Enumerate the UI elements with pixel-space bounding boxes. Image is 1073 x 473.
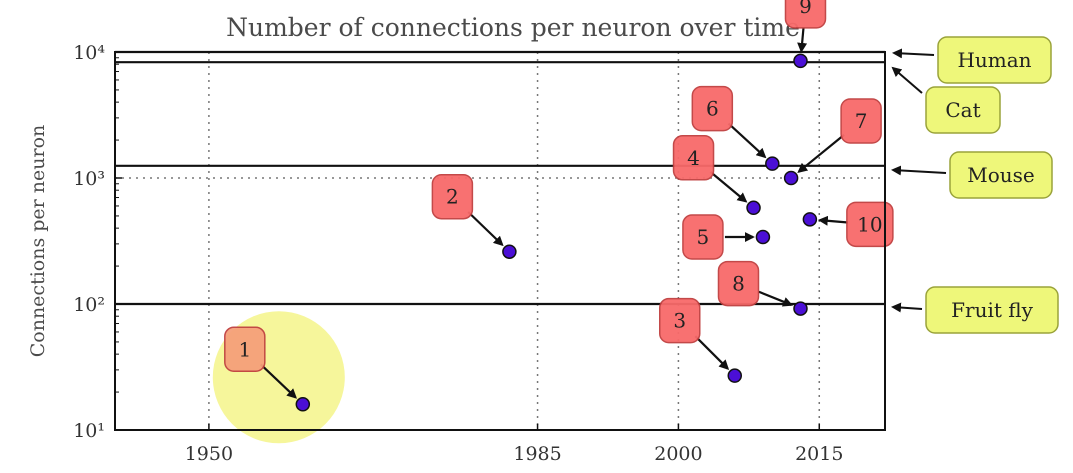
y-tick-label: 10² — [73, 294, 105, 316]
y-axis-label: Connections per neuron — [27, 125, 49, 358]
reference-arrow — [892, 48, 935, 59]
point-badge — [672, 135, 715, 181]
x-tick-label: 1985 — [513, 443, 561, 465]
point-badge-label: 8 — [732, 272, 745, 296]
point-arrow — [727, 122, 767, 159]
y-tick-label: 10¹ — [73, 420, 105, 442]
point-badge-label: 9 — [799, 0, 812, 18]
point-arrow — [797, 134, 845, 173]
data-point — [746, 200, 761, 216]
reference-label: Human — [957, 48, 1031, 72]
data-point — [755, 229, 771, 245]
point-arrow — [260, 363, 297, 399]
data-points — [295, 53, 818, 412]
point-badge — [846, 201, 894, 248]
point-badge — [431, 173, 474, 220]
point-badge-label: 1 — [238, 337, 251, 361]
x-tick-label: 2015 — [795, 443, 843, 465]
point-badge — [717, 260, 760, 307]
point-badge-label: 4 — [687, 146, 700, 170]
reference-arrow — [891, 165, 947, 176]
point-badge-label: 2 — [446, 185, 459, 209]
point-arrow — [709, 171, 748, 203]
data-point — [765, 156, 780, 171]
axis-ticks: 1950 1985 2000 2015 10¹ 10² 10³ 10⁴ — [73, 42, 843, 465]
reference-arrow — [891, 302, 923, 313]
point-arrow — [758, 290, 794, 307]
point-badge-label: 10 — [857, 212, 882, 236]
annotation-arrows — [260, 27, 849, 399]
reference-label-box — [925, 86, 1001, 134]
data-point — [793, 301, 808, 316]
data-point — [802, 212, 818, 227]
reference-labels: Human Cat Mouse Fruit fly — [891, 36, 1059, 334]
point-badge — [784, 0, 827, 29]
point-badge-label: 3 — [673, 309, 686, 333]
point-badge — [691, 85, 734, 132]
data-point — [295, 397, 311, 412]
x-tick-label: 2000 — [654, 443, 702, 465]
point-badges: 1 2 3 4 5 6 7 8 9 10 — [224, 0, 894, 373]
data-point — [502, 244, 517, 259]
point-badge — [659, 297, 701, 344]
point-badge-label: 5 — [697, 225, 710, 249]
point-badge — [840, 98, 882, 144]
reference-label-box — [937, 36, 1052, 84]
chart-title: Number of connections per neuron over ti… — [226, 13, 800, 42]
data-point — [783, 170, 799, 186]
plot-frame — [114, 51, 886, 431]
point-badge — [224, 326, 266, 373]
y-tick-label: 10³ — [73, 168, 105, 190]
x-tick-label: 1950 — [185, 443, 233, 465]
reference-arrow — [891, 66, 923, 94]
y-tick-label: 10⁴ — [73, 42, 105, 64]
reference-label: Mouse — [967, 163, 1035, 187]
point-arrow — [797, 27, 808, 53]
reference-label: Cat — [945, 98, 980, 122]
data-point — [793, 53, 808, 69]
point-badge-label: 7 — [855, 109, 868, 133]
point-arrow — [694, 335, 730, 370]
reference-label-box — [949, 151, 1053, 199]
point-badge — [682, 214, 724, 260]
reference-label: Fruit fly — [951, 298, 1033, 322]
point-arrow — [467, 211, 504, 247]
point-arrow — [817, 215, 849, 226]
reference-label-box — [925, 286, 1059, 334]
data-point — [727, 368, 743, 383]
point-badge-label: 6 — [706, 97, 719, 121]
